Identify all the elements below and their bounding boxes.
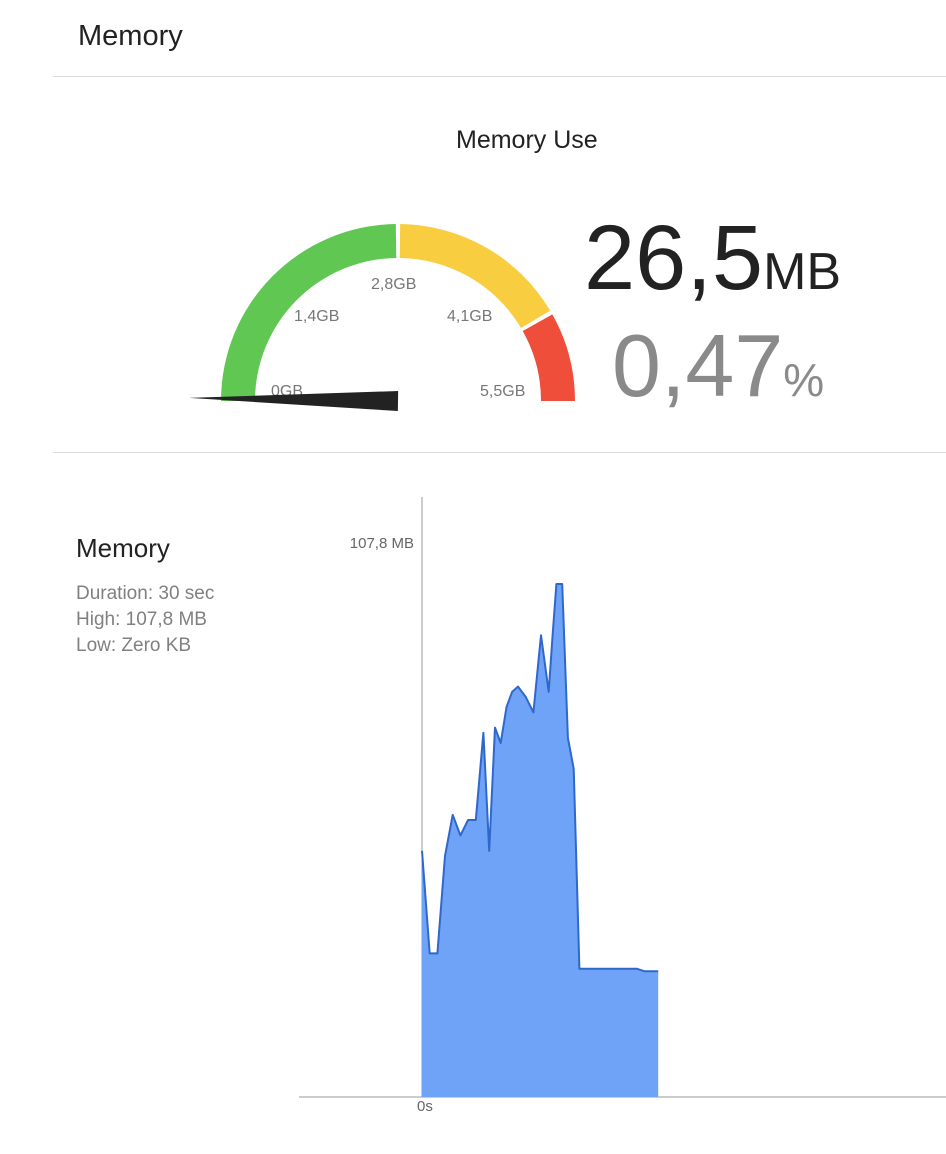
memory-value-number: 26,5: [584, 207, 764, 309]
gauge-needle: [189, 391, 399, 411]
chart-high: High: 107,8 MB: [76, 609, 207, 630]
memory-series-area: [422, 584, 659, 1097]
gauge-label-1: 1,4GB: [294, 308, 339, 325]
section-divider: [53, 452, 946, 453]
gauge-arc-high: [522, 314, 575, 401]
page-title: Memory: [78, 20, 183, 52]
memory-percent-number: 0,47: [612, 316, 784, 415]
x-tick-label: 0s: [417, 1098, 433, 1115]
memory-value: 26,5MB: [584, 212, 841, 304]
memory-percent-unit: %: [783, 354, 825, 406]
gauge-arc-low: [221, 224, 397, 401]
memory-gauge: 0GB 1,4GB 2,8GB 4,1GB 5,5GB: [189, 224, 575, 411]
header-divider: [53, 76, 946, 77]
gauge-label-3: 4,1GB: [447, 308, 492, 325]
gauge-label-2: 2,8GB: [371, 276, 416, 293]
gauge-title: Memory Use: [456, 126, 598, 154]
memory-series-line: [421, 583, 659, 973]
gauge-label-4: 5,5GB: [480, 383, 525, 400]
chart-duration: Duration: 30 sec: [76, 583, 215, 604]
chart-title: Memory: [76, 533, 170, 563]
memory-value-unit: MB: [763, 243, 842, 301]
chart-low: Low: Zero KB: [76, 635, 192, 656]
y-tick-label: 107,8 MB: [350, 535, 414, 552]
gauge-arc-mid: [399, 224, 551, 328]
chart-stats: Duration: 30 sec High: 107,8 MB Low: Zer…: [76, 581, 214, 659]
memory-percent: 0,47%: [612, 322, 824, 410]
